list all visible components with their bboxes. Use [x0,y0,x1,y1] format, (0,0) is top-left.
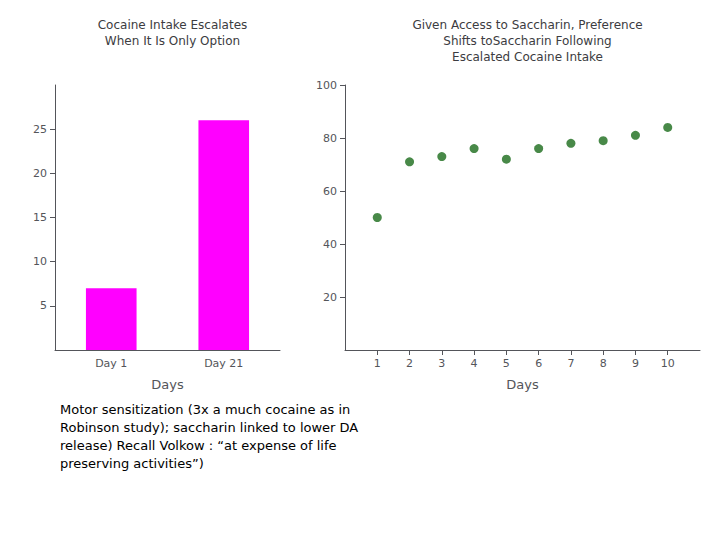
svg-text:preserving activities”): preserving activities”) [60,456,204,471]
svg-text:10: 10 [33,255,47,268]
svg-text:Shifts toSaccharin Following: Shifts toSaccharin Following [443,34,611,48]
svg-text:20: 20 [323,291,337,304]
svg-text:6: 6 [535,357,542,370]
svg-text:1: 1 [374,357,381,370]
svg-text:When It Is Only Option: When It Is Only Option [105,34,240,48]
svg-text:release) Recall Volkow : “at e: release) Recall Volkow : “at expense of … [60,438,337,453]
svg-text:9: 9 [632,357,639,370]
svg-text:Cocaine Intake Escalates: Cocaine Intake Escalates [98,18,248,32]
svg-text:15: 15 [33,211,47,224]
svg-text:10: 10 [661,357,675,370]
svg-text:60: 60 [323,185,337,198]
svg-text:Robinson study); saccharin lin: Robinson study); saccharin linked to low… [60,420,358,435]
svg-text:Escalated Cocaine Intake: Escalated Cocaine Intake [452,50,603,64]
svg-text:4: 4 [471,357,478,370]
svg-text:Motor sensitization (3x a much: Motor sensitization (3x a much cocaine a… [60,402,350,417]
svg-text:25: 25 [33,123,47,136]
svg-text:Days: Days [506,377,539,392]
svg-text:80: 80 [323,132,337,145]
svg-text:5: 5 [40,299,47,312]
svg-text:7: 7 [567,357,574,370]
svg-text:Days: Days [151,377,184,392]
svg-text:100: 100 [316,79,337,92]
svg-text:5: 5 [503,357,510,370]
svg-text:40: 40 [323,238,337,251]
svg-text:Day 1: Day 1 [95,357,127,370]
svg-text:3: 3 [438,357,445,370]
svg-text:Given Access to Saccharin, Pre: Given Access to Saccharin, Preference [412,18,642,32]
svg-text:Day 21: Day 21 [204,357,243,370]
svg-text:8: 8 [600,357,607,370]
svg-text:2: 2 [406,357,413,370]
svg-text:20: 20 [33,167,47,180]
